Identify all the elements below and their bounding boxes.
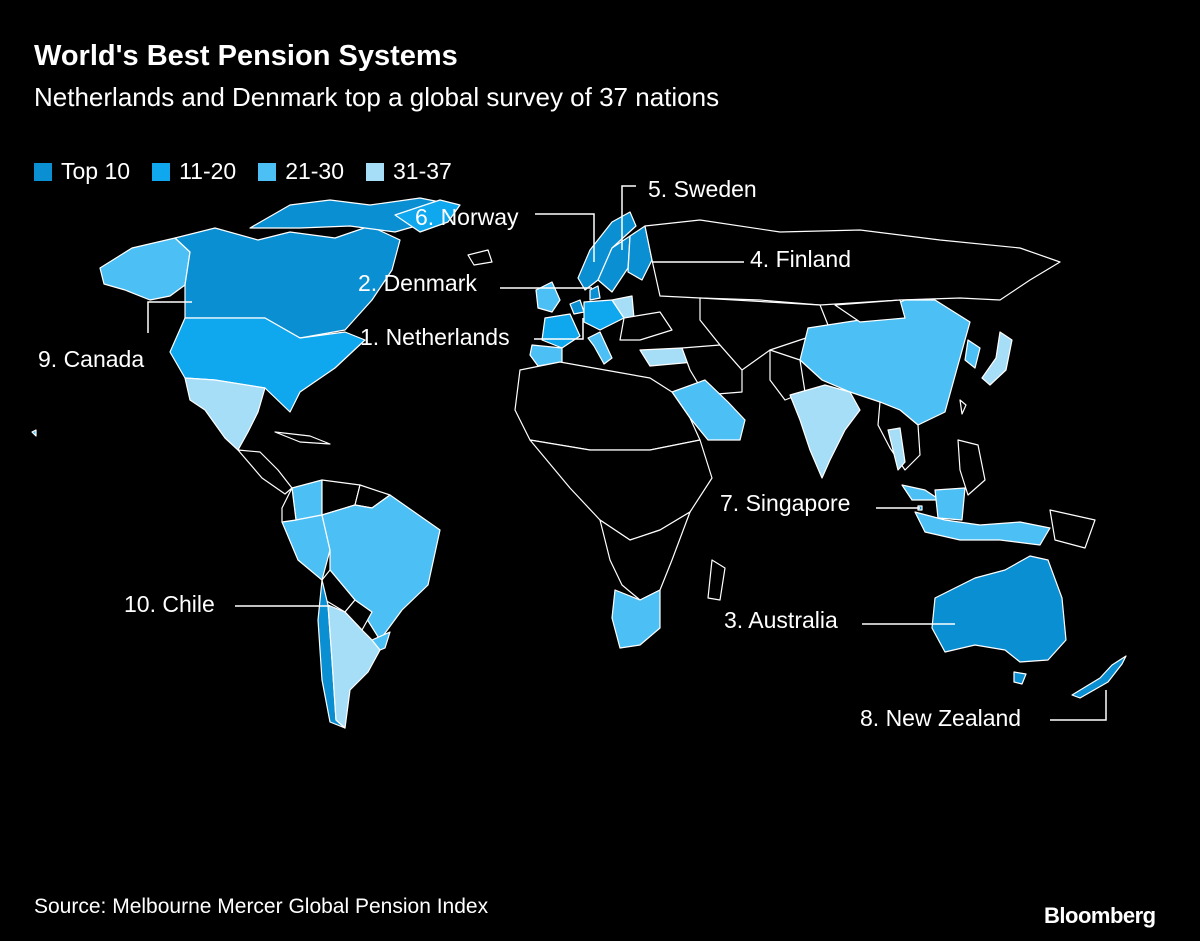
iceland <box>467 249 493 266</box>
label-netherlands: 1. Netherlands <box>360 324 510 350</box>
legend: Top 10 11-20 21-30 31-37 <box>34 158 474 185</box>
italy <box>587 331 613 365</box>
denmark <box>589 285 601 301</box>
legend-label: Top 10 <box>61 158 131 184</box>
label-denmark: 2. Denmark <box>358 270 477 296</box>
ecuador <box>281 487 297 523</box>
label-norway: 6. Norway <box>415 204 519 230</box>
brazil <box>321 494 441 641</box>
india <box>789 384 861 479</box>
south-africa <box>611 589 661 649</box>
label-finland: 4. Finland <box>750 246 852 272</box>
bloomberg-logo: Bloomberg <box>1044 903 1156 928</box>
callout-lines <box>147 185 1107 721</box>
japan <box>981 331 1013 386</box>
ukraine-balkans <box>619 311 673 341</box>
tasmania <box>1013 671 1027 685</box>
new-zealand <box>1071 655 1127 699</box>
hawaii <box>31 429 37 437</box>
legend-item-top10: Top 10 <box>34 158 130 185</box>
label-singapore: 7. Singapore <box>720 490 851 516</box>
caribbean <box>274 431 331 445</box>
north-africa <box>514 361 701 451</box>
russia <box>644 219 1061 306</box>
sweden-leader <box>621 185 636 250</box>
chart-subtitle: Netherlands and Denmark top a global sur… <box>34 82 720 112</box>
label-sweden: 5. Sweden <box>648 176 757 202</box>
germany-central <box>583 299 625 331</box>
uruguay <box>371 631 391 651</box>
finland <box>627 225 653 281</box>
norway-leader <box>535 213 595 262</box>
colombia <box>291 479 323 521</box>
borneo <box>934 487 966 521</box>
canada-leader <box>147 301 192 333</box>
thailand <box>887 427 906 471</box>
papua <box>1049 509 1096 549</box>
netherlands-leader <box>534 318 584 340</box>
uk-ireland <box>535 281 561 313</box>
taiwan <box>959 399 967 415</box>
label-chile: 10. Chile <box>124 591 215 617</box>
label-canada: 9. Canada <box>38 346 145 372</box>
new-zealand-leader <box>1050 690 1107 721</box>
netherlands <box>569 299 585 315</box>
legend-label: 21-30 <box>285 158 345 184</box>
france <box>541 313 581 349</box>
peru <box>281 514 331 581</box>
greenland <box>394 199 461 233</box>
malaysia <box>901 484 941 501</box>
saudi-arabia <box>671 379 746 441</box>
legend-label: 31-37 <box>393 158 452 184</box>
australia <box>931 555 1067 663</box>
philippines <box>957 439 986 496</box>
chart-title: World's Best Pension Systems <box>34 40 458 72</box>
legend-label: 11-20 <box>179 158 237 184</box>
southern-africa <box>599 511 691 601</box>
legend-swatch <box>366 162 385 181</box>
korea <box>964 339 981 369</box>
argentina <box>327 604 381 729</box>
label-australia: 3. Australia <box>724 607 838 633</box>
label-new-zealand: 8. New Zealand <box>860 705 1022 731</box>
central-america <box>237 449 293 495</box>
madagascar <box>707 559 726 601</box>
indonesia <box>914 511 1051 546</box>
mexico <box>184 377 266 451</box>
legend-item-31-37: 31-37 <box>366 158 452 185</box>
legend-item-11-20: 11-20 <box>152 158 236 185</box>
legend-swatch <box>152 162 171 181</box>
central-asia <box>699 297 831 371</box>
source-note: Source: Melbourne Mercer Global Pension … <box>34 895 489 918</box>
alaska <box>99 237 191 301</box>
legend-item-21-30: 21-30 <box>258 158 344 185</box>
china <box>799 299 971 426</box>
mongolia <box>834 299 906 323</box>
legend-swatch <box>34 162 52 181</box>
legend-swatch <box>258 162 277 181</box>
